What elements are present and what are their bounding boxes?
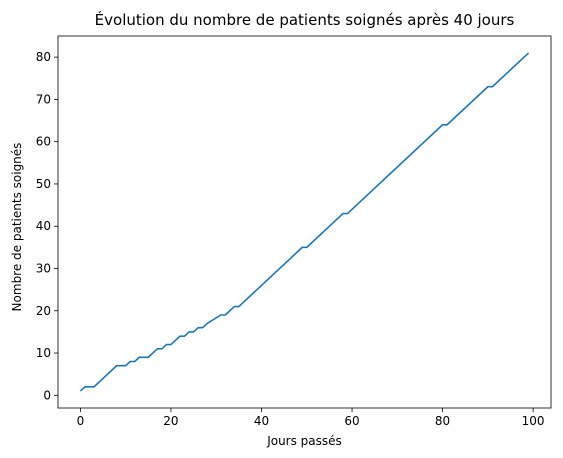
x-tick-label: 40 <box>254 414 269 428</box>
plot-area: 0 20 40 60 80 100 0 10 20 30 40 50 60 70 80 <box>36 35 552 428</box>
x-axis-label: Jours passés <box>266 434 342 448</box>
chart-title: Évolution du nombre de patients soignés … <box>95 10 515 29</box>
y-tick-label: 0 <box>43 388 51 402</box>
x-tick-label: 80 <box>435 414 450 428</box>
x-tick-label: 60 <box>344 414 359 428</box>
y-tick-label: 40 <box>36 219 51 233</box>
y-tick-label: 60 <box>36 135 51 149</box>
y-tick-label: 10 <box>36 346 51 360</box>
axes-frame <box>57 35 552 409</box>
x-tick-label: 0 <box>77 414 85 428</box>
x-tick-label: 100 <box>522 414 545 428</box>
y-axis-label: Nombre de patients soignés <box>10 143 24 312</box>
y-tick-label: 50 <box>36 177 51 191</box>
x-tick-label: 20 <box>163 414 178 428</box>
y-tick-label: 80 <box>36 50 51 64</box>
y-tick-label: 30 <box>36 262 51 276</box>
y-tick-label: 70 <box>36 92 51 106</box>
series-line-0 <box>79 52 530 392</box>
y-tick-label: 20 <box>36 304 51 318</box>
